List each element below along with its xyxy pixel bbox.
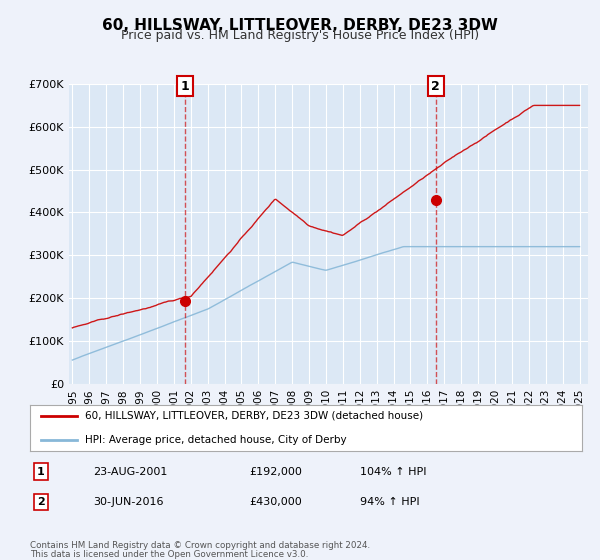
Text: 60, HILLSWAY, LITTLEOVER, DERBY, DE23 3DW (detached house): 60, HILLSWAY, LITTLEOVER, DERBY, DE23 3D… [85, 411, 424, 421]
Text: HPI: Average price, detached house, City of Derby: HPI: Average price, detached house, City… [85, 435, 347, 445]
Text: 1: 1 [181, 80, 189, 92]
Text: 104% ↑ HPI: 104% ↑ HPI [360, 466, 427, 477]
Text: 23-AUG-2001: 23-AUG-2001 [93, 466, 167, 477]
Text: Contains HM Land Registry data © Crown copyright and database right 2024.: Contains HM Land Registry data © Crown c… [30, 541, 370, 550]
Text: 2: 2 [37, 497, 44, 507]
Text: £430,000: £430,000 [249, 497, 302, 507]
Text: Price paid vs. HM Land Registry's House Price Index (HPI): Price paid vs. HM Land Registry's House … [121, 29, 479, 42]
Text: 60, HILLSWAY, LITTLEOVER, DERBY, DE23 3DW: 60, HILLSWAY, LITTLEOVER, DERBY, DE23 3D… [102, 18, 498, 33]
Text: This data is licensed under the Open Government Licence v3.0.: This data is licensed under the Open Gov… [30, 550, 308, 559]
Text: 2: 2 [431, 80, 440, 92]
Text: 1: 1 [37, 466, 44, 477]
Text: 30-JUN-2016: 30-JUN-2016 [93, 497, 163, 507]
Text: £192,000: £192,000 [249, 466, 302, 477]
Text: 94% ↑ HPI: 94% ↑ HPI [360, 497, 419, 507]
